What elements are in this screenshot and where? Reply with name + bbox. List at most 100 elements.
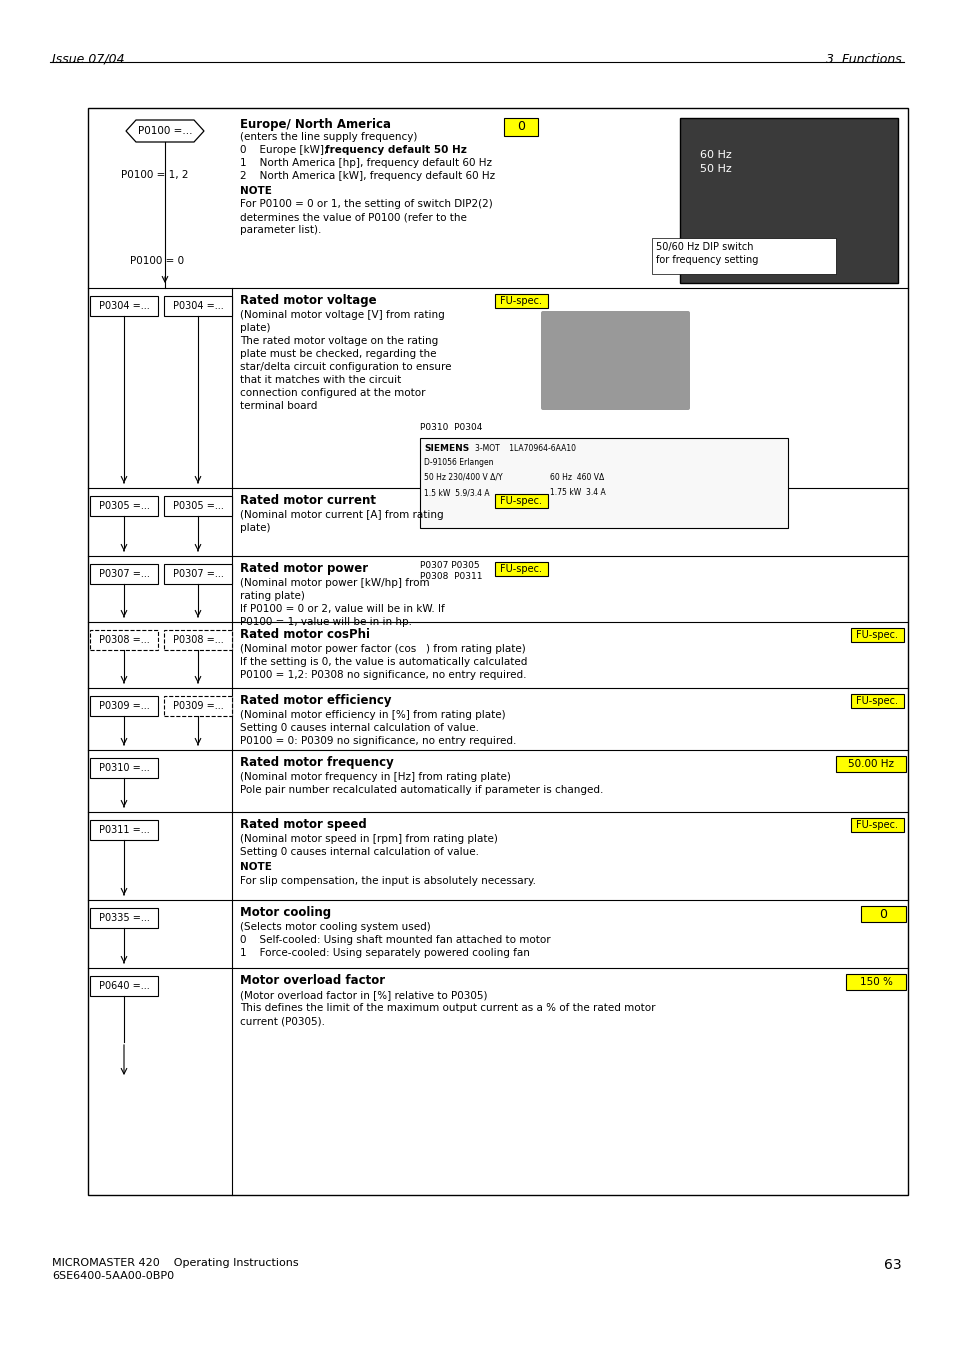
Text: NOTE: NOTE — [240, 862, 272, 871]
Bar — [651, 238, 835, 274]
Text: MICROMASTER 420    Operating Instructions: MICROMASTER 420 Operating Instructions — [52, 1258, 298, 1269]
Text: 50.00 Hz: 50.00 Hz — [847, 759, 893, 769]
Text: This defines the limit of the maximum output current as a % of the rated motor: This defines the limit of the maximum ou… — [240, 1002, 655, 1013]
Text: Issue 07/04: Issue 07/04 — [52, 53, 125, 66]
Text: 0: 0 — [879, 908, 886, 920]
Bar — [164, 696, 232, 716]
Text: Rated motor speed: Rated motor speed — [240, 817, 366, 831]
Bar — [90, 630, 158, 650]
Text: (Nominal motor voltage [V] from rating: (Nominal motor voltage [V] from rating — [240, 309, 444, 320]
Text: SIEMENS: SIEMENS — [423, 444, 469, 453]
Text: Motor overload factor: Motor overload factor — [240, 974, 385, 988]
Text: (Nominal motor current [A] from rating: (Nominal motor current [A] from rating — [240, 509, 443, 520]
Bar — [90, 975, 158, 996]
Text: (Nominal motor frequency in [Hz] from rating plate): (Nominal motor frequency in [Hz] from ra… — [240, 771, 511, 782]
Text: FU-spec.: FU-spec. — [855, 820, 897, 830]
Text: 6SE6400-5AA00-0BP0: 6SE6400-5AA00-0BP0 — [52, 1271, 174, 1281]
Text: Setting 0 causes internal calculation of value.: Setting 0 causes internal calculation of… — [240, 723, 478, 734]
Text: 3  Functions: 3 Functions — [825, 53, 901, 66]
Text: P0100 = 0: P0100 = 0 — [130, 255, 184, 266]
Text: Rated motor efficiency: Rated motor efficiency — [240, 694, 391, 707]
Text: FU-spec.: FU-spec. — [855, 696, 897, 707]
Text: P0304 =...: P0304 =... — [172, 301, 223, 311]
Text: Motor cooling: Motor cooling — [240, 907, 331, 919]
Text: FU-spec.: FU-spec. — [855, 630, 897, 640]
Text: Pole pair number recalculated automatically if parameter is changed.: Pole pair number recalculated automatica… — [240, 785, 602, 794]
Text: 3-MOT    1LA70964-6AA10: 3-MOT 1LA70964-6AA10 — [475, 444, 576, 453]
Bar — [164, 563, 232, 584]
Text: P0310 =...: P0310 =... — [98, 763, 150, 773]
Text: current (P0305).: current (P0305). — [240, 1016, 325, 1025]
Text: P0640 =...: P0640 =... — [98, 981, 150, 992]
Text: P0307 =...: P0307 =... — [172, 569, 223, 580]
Text: If the setting is 0, the value is automatically calculated: If the setting is 0, the value is automa… — [240, 657, 527, 667]
Bar — [90, 758, 158, 778]
Text: 1.75 kW  3.4 A: 1.75 kW 3.4 A — [550, 488, 605, 497]
Bar — [845, 974, 905, 990]
Text: 63: 63 — [883, 1258, 901, 1273]
Text: P0100 = 0: P0309 no significance, no entry required.: P0100 = 0: P0309 no significance, no ent… — [240, 736, 516, 746]
Text: 1    North America [hp], frequency default 60 Hz: 1 North America [hp], frequency default … — [240, 158, 492, 168]
Text: P0311 =...: P0311 =... — [98, 825, 150, 835]
Text: NOTE: NOTE — [240, 186, 272, 196]
Text: 50/60 Hz DIP switch: 50/60 Hz DIP switch — [656, 242, 753, 253]
Text: (Nominal motor power [kW/hp] from: (Nominal motor power [kW/hp] from — [240, 578, 429, 588]
Text: P0304 =...: P0304 =... — [98, 301, 150, 311]
Text: FU-spec.: FU-spec. — [499, 563, 541, 574]
Bar — [850, 628, 903, 642]
Bar — [835, 757, 905, 771]
Text: 0    Europe [kW],: 0 Europe [kW], — [240, 145, 331, 155]
Text: FU-spec.: FU-spec. — [499, 296, 541, 305]
Text: plate must be checked, regarding the: plate must be checked, regarding the — [240, 349, 436, 359]
Polygon shape — [126, 120, 204, 142]
Bar — [164, 630, 232, 650]
Bar — [90, 696, 158, 716]
Text: P0308 =...: P0308 =... — [172, 635, 223, 644]
Bar — [503, 118, 537, 136]
Text: 50 Hz: 50 Hz — [700, 163, 731, 174]
Text: 60 Hz  460 VΔ: 60 Hz 460 VΔ — [550, 473, 603, 482]
Text: (Nominal motor efficiency in [%] from rating plate): (Nominal motor efficiency in [%] from ra… — [240, 711, 505, 720]
Text: P0309 =...: P0309 =... — [172, 701, 223, 711]
Text: Rated motor cosPhi: Rated motor cosPhi — [240, 628, 370, 640]
Text: star/delta circuit configuration to ensure: star/delta circuit configuration to ensu… — [240, 362, 451, 372]
Text: rating plate): rating plate) — [240, 590, 305, 601]
Text: frequency default 50 Hz: frequency default 50 Hz — [325, 145, 466, 155]
Text: P0100 =...: P0100 =... — [137, 126, 193, 136]
Text: Rated motor power: Rated motor power — [240, 562, 368, 576]
Text: (enters the line supply frequency): (enters the line supply frequency) — [240, 132, 417, 142]
Text: For P0100 = 0 or 1, the setting of switch DIP2(2): For P0100 = 0 or 1, the setting of switc… — [240, 199, 493, 209]
Text: 0: 0 — [517, 120, 524, 134]
Text: plate): plate) — [240, 523, 271, 534]
Bar — [850, 694, 903, 708]
Text: P0100 = 1, value will be in in hp.: P0100 = 1, value will be in in hp. — [240, 617, 412, 627]
Bar — [419, 438, 787, 528]
Text: P0308 =...: P0308 =... — [98, 635, 150, 644]
Text: plate): plate) — [240, 323, 271, 332]
Bar — [495, 494, 547, 508]
Text: that it matches with the circuit: that it matches with the circuit — [240, 376, 401, 385]
Text: P0305 =...: P0305 =... — [172, 501, 223, 511]
Bar — [90, 820, 158, 840]
Text: P0335 =...: P0335 =... — [98, 913, 150, 923]
Bar — [861, 907, 905, 921]
Text: Rated motor current: Rated motor current — [240, 494, 375, 507]
Bar — [90, 908, 158, 928]
Bar — [90, 563, 158, 584]
Bar — [164, 496, 232, 516]
Text: 60 Hz: 60 Hz — [700, 150, 731, 159]
FancyBboxPatch shape — [540, 311, 689, 409]
Bar — [850, 817, 903, 832]
Text: for frequency setting: for frequency setting — [656, 255, 758, 265]
Text: terminal board: terminal board — [240, 401, 317, 411]
Bar — [90, 496, 158, 516]
Text: P0308  P0311: P0308 P0311 — [419, 571, 482, 581]
Text: P0100 = 1, 2: P0100 = 1, 2 — [121, 170, 189, 180]
Text: 2    North America [kW], frequency default 60 Hz: 2 North America [kW], frequency default … — [240, 172, 495, 181]
Bar — [495, 295, 547, 308]
Text: P0310  P0304: P0310 P0304 — [419, 423, 482, 432]
Text: 150 %: 150 % — [859, 977, 891, 988]
Text: P0307 =...: P0307 =... — [98, 569, 150, 580]
Text: FU-spec.: FU-spec. — [499, 496, 541, 507]
Bar — [90, 296, 158, 316]
